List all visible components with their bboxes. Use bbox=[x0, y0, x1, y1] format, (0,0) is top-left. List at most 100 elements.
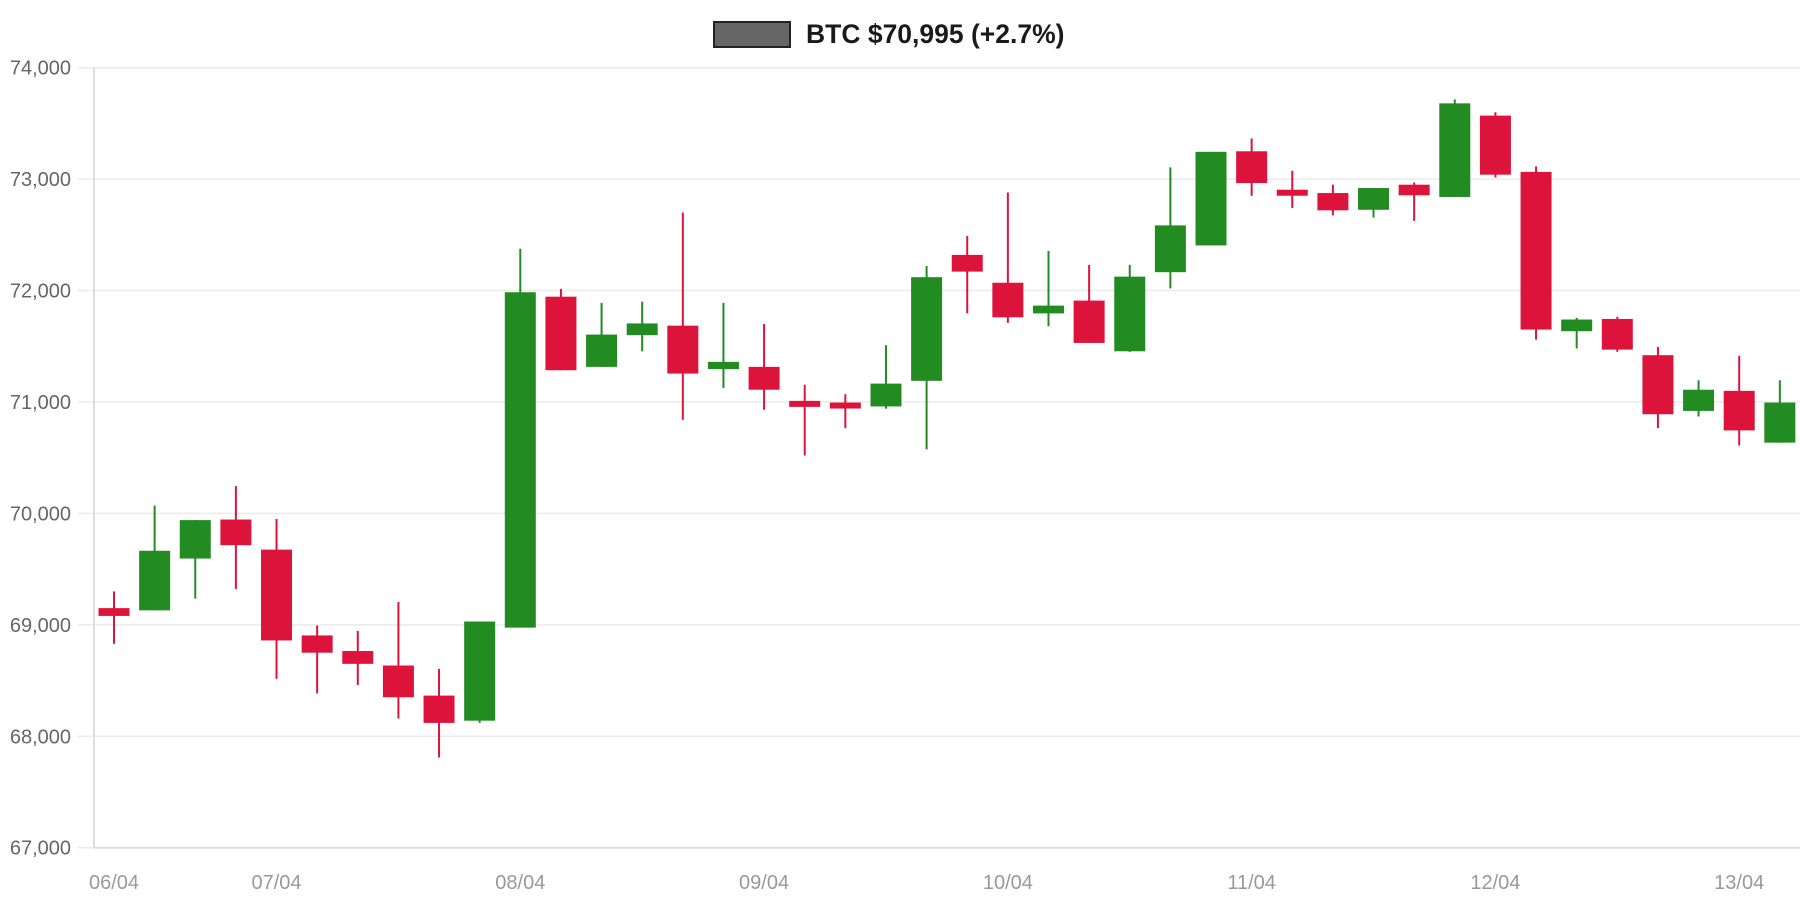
candle-body bbox=[1195, 151, 1227, 246]
candle-up bbox=[1358, 188, 1390, 218]
candle-up bbox=[1114, 264, 1146, 352]
candle-body bbox=[220, 519, 252, 546]
candle-body bbox=[1236, 151, 1268, 184]
candle-down bbox=[261, 518, 293, 679]
candle-body bbox=[98, 608, 130, 616]
candle-down bbox=[951, 235, 983, 314]
y-tick-label: 68,000 bbox=[10, 726, 71, 748]
candle-up bbox=[626, 301, 658, 352]
candle-body bbox=[504, 292, 536, 628]
candle-body bbox=[342, 651, 374, 664]
candle-down bbox=[1236, 138, 1268, 196]
candle-body bbox=[1317, 193, 1349, 211]
candle-down bbox=[1723, 355, 1755, 446]
candle-body bbox=[1479, 115, 1511, 175]
candle-body bbox=[301, 635, 333, 653]
candle-down bbox=[992, 192, 1024, 323]
candle-body bbox=[1398, 184, 1430, 196]
candle-up bbox=[586, 302, 618, 367]
candle-body bbox=[667, 325, 699, 374]
candle-up bbox=[1154, 167, 1186, 289]
y-tick-label: 70,000 bbox=[10, 503, 71, 525]
x-tick-label: 12/04 bbox=[1470, 872, 1520, 894]
candle-body bbox=[829, 402, 861, 409]
candle-up bbox=[1683, 380, 1715, 417]
candle-up bbox=[911, 266, 943, 450]
candle-body bbox=[789, 400, 821, 407]
y-tick-label: 69,000 bbox=[10, 615, 71, 637]
candle-down bbox=[1479, 112, 1511, 178]
y-tick-label: 67,000 bbox=[10, 838, 71, 860]
candle-body bbox=[951, 254, 983, 272]
candle-down bbox=[1601, 316, 1633, 352]
x-tick-label: 08/04 bbox=[495, 872, 545, 894]
candle-body bbox=[1073, 300, 1105, 343]
candle-down bbox=[1520, 166, 1552, 340]
x-tick-label: 09/04 bbox=[739, 872, 789, 894]
candle-down bbox=[1073, 264, 1105, 343]
candle-down bbox=[545, 288, 577, 371]
candle-body bbox=[1154, 225, 1186, 273]
y-tick-label: 74,000 bbox=[10, 58, 71, 80]
candle-body bbox=[1114, 276, 1146, 352]
y-tick-label: 71,000 bbox=[10, 392, 71, 414]
candle-up bbox=[1439, 99, 1471, 197]
x-tick-label: 11/04 bbox=[1227, 872, 1276, 894]
candle-body bbox=[1520, 171, 1552, 330]
legend-swatch bbox=[713, 20, 791, 48]
candle-up bbox=[707, 302, 739, 389]
candle-up bbox=[1561, 317, 1593, 349]
candle-body bbox=[992, 282, 1024, 318]
legend[interactable]: BTC $70,995 (+2.7%) bbox=[713, 18, 1065, 50]
candle-up bbox=[1764, 380, 1796, 443]
candle-body bbox=[179, 520, 211, 559]
candle-down bbox=[748, 323, 780, 410]
candle-body bbox=[464, 621, 496, 721]
candle-body bbox=[1601, 318, 1633, 350]
y-tick-label: 72,000 bbox=[10, 281, 71, 303]
candle-up bbox=[464, 621, 496, 723]
candle-up bbox=[504, 248, 536, 628]
candle-up bbox=[179, 520, 211, 599]
x-axis: 06/04 07/04 08/04 09/04 10/04 11/04 12/04 13/04 bbox=[89, 846, 1800, 894]
candle-body bbox=[1723, 390, 1755, 431]
candle-body bbox=[1358, 188, 1390, 210]
candle-body bbox=[586, 334, 618, 367]
y-tick-label: 73,000 bbox=[10, 169, 71, 191]
candle-up bbox=[1032, 251, 1064, 327]
candle-up bbox=[870, 345, 902, 409]
candle-up bbox=[139, 505, 171, 611]
candle-body bbox=[1276, 189, 1308, 196]
candle-down bbox=[342, 630, 374, 686]
x-tick-label: 07/04 bbox=[251, 872, 301, 894]
candle-body bbox=[382, 665, 414, 698]
gridlines bbox=[94, 66, 1800, 738]
candle-down bbox=[1276, 170, 1308, 209]
candle-down bbox=[301, 625, 333, 694]
candle-body bbox=[870, 383, 902, 407]
x-tick-label: 10/04 bbox=[983, 872, 1033, 894]
candle-body bbox=[1439, 103, 1471, 197]
candle-body bbox=[261, 549, 293, 641]
candle-down bbox=[382, 602, 414, 719]
candle-down bbox=[1317, 184, 1349, 216]
candle-down bbox=[829, 394, 861, 429]
candle-down bbox=[220, 486, 252, 590]
legend-label: BTC $70,995 (+2.7%) bbox=[806, 18, 1065, 49]
candle-body bbox=[1561, 319, 1593, 332]
candle-body bbox=[748, 366, 780, 390]
candle-body bbox=[423, 695, 455, 723]
candles bbox=[98, 99, 1796, 758]
candle-up bbox=[1195, 151, 1227, 246]
candle-body bbox=[1642, 355, 1674, 415]
candle-down bbox=[423, 668, 455, 758]
candle-down bbox=[1398, 182, 1430, 221]
x-tick-label: 06/04 bbox=[89, 872, 139, 894]
candle-body bbox=[545, 296, 577, 371]
x-tick-label: 13/04 bbox=[1714, 872, 1764, 894]
candle-down bbox=[98, 591, 130, 644]
candle-body bbox=[1764, 402, 1796, 443]
candle-down bbox=[1642, 346, 1674, 429]
